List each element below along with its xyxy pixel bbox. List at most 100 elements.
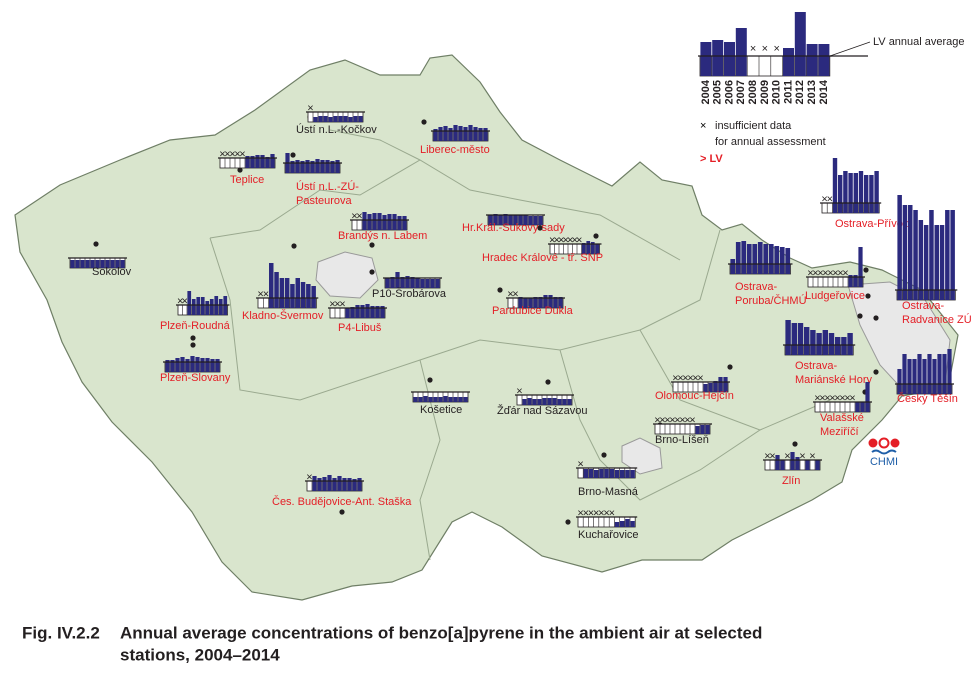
bar	[620, 470, 625, 478]
bar	[790, 452, 795, 470]
bar	[548, 295, 553, 308]
station-label: Liberec-město	[420, 144, 490, 156]
bar	[945, 210, 950, 300]
bar	[335, 160, 340, 173]
bar	[387, 214, 392, 230]
bar	[115, 260, 120, 268]
bar	[377, 213, 382, 230]
bar	[843, 171, 848, 213]
bar	[338, 116, 343, 122]
bar	[913, 210, 918, 300]
bar	[425, 279, 430, 288]
bar	[774, 246, 780, 274]
bar	[528, 298, 533, 308]
bar	[265, 157, 270, 168]
bar	[365, 304, 370, 318]
bar	[400, 277, 405, 288]
country-outline	[14, 54, 959, 601]
no-data-mark: ×	[687, 372, 693, 384]
bar	[797, 323, 804, 355]
station-dot	[865, 293, 871, 299]
no-data-mark: ×	[234, 148, 240, 160]
no-data-mark: ×	[577, 458, 583, 470]
logo-wave	[871, 449, 897, 455]
bar	[405, 276, 410, 288]
bar	[532, 399, 537, 405]
no-data-mark: ×	[219, 148, 225, 160]
no-data-mark: ×	[307, 102, 313, 114]
station-dot	[369, 269, 375, 275]
bar	[590, 242, 595, 254]
bar	[438, 397, 443, 402]
no-data-mark: ×	[750, 43, 756, 55]
legend-insufficient: for annual assessment	[715, 136, 826, 148]
no-data-mark: ×	[257, 288, 263, 300]
bar	[435, 279, 440, 288]
bar	[453, 125, 458, 141]
bar	[547, 398, 552, 405]
no-data-mark: ×	[822, 267, 828, 279]
bar	[922, 359, 927, 394]
bar	[537, 399, 542, 405]
station-label: Kuchařovice	[578, 529, 639, 541]
no-data-mark: ×	[177, 295, 183, 307]
station-label: Poruba/ČHMÚ	[735, 294, 807, 307]
bar	[523, 298, 528, 308]
bar	[538, 297, 543, 308]
bar	[779, 247, 785, 274]
bar	[838, 175, 843, 213]
bar	[270, 154, 275, 168]
station-label: Ústí n.L.-ZÚ-	[296, 180, 359, 193]
bar	[712, 40, 724, 76]
bar	[75, 260, 80, 268]
bar	[274, 272, 279, 308]
bar	[595, 244, 600, 254]
bar	[165, 360, 170, 372]
bar	[705, 425, 710, 434]
bar	[332, 478, 337, 491]
bar	[724, 42, 735, 76]
no-data-mark: ×	[817, 267, 823, 279]
bar	[402, 216, 407, 230]
bar	[752, 244, 758, 274]
station-label: Ostrava-	[795, 360, 838, 372]
station-dot	[427, 377, 433, 383]
no-data-mark: ×	[224, 148, 230, 160]
bar	[853, 275, 858, 287]
bar	[313, 117, 318, 122]
bar	[433, 129, 438, 141]
station-label: Mariánské Hory	[795, 374, 873, 386]
station-dot	[291, 243, 297, 249]
no-data-mark: ×	[239, 148, 245, 160]
bar	[473, 127, 478, 141]
bar	[453, 397, 458, 402]
bar	[200, 297, 205, 315]
bar	[713, 381, 718, 392]
station-dot	[290, 152, 296, 158]
bar	[433, 397, 438, 402]
bar	[625, 470, 630, 478]
bar	[279, 278, 285, 308]
bar	[939, 225, 945, 300]
no-data-mark: ×	[306, 471, 312, 483]
bar	[542, 398, 547, 405]
bar	[420, 279, 425, 288]
bar	[950, 210, 955, 300]
station-dot	[190, 335, 196, 341]
no-data-mark: ×	[692, 372, 698, 384]
no-data-mark: ×	[689, 414, 695, 426]
bar	[918, 220, 924, 300]
bar	[493, 214, 498, 225]
no-data-mark: ×	[827, 267, 833, 279]
year-label: 2012	[794, 80, 806, 104]
bar	[328, 117, 333, 122]
bar	[85, 260, 90, 268]
bar	[902, 354, 907, 394]
bar	[848, 173, 853, 213]
station-label: Ostrava-	[735, 281, 778, 293]
bar	[791, 323, 797, 355]
bar	[345, 308, 350, 318]
bar	[700, 425, 705, 434]
bar	[513, 215, 518, 225]
no-data-mark: ×	[554, 234, 560, 246]
